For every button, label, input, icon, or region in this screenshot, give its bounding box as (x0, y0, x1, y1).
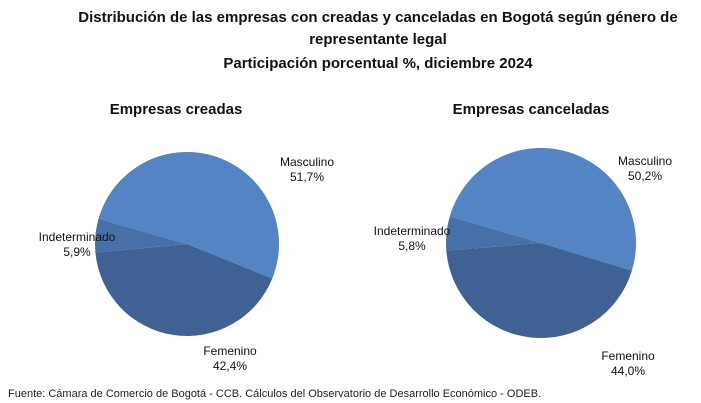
slice-label: Indeterminado (374, 224, 451, 238)
title-line: Distribución de las empresas con creadas… (78, 9, 677, 26)
title-line: representante legal (309, 31, 447, 48)
pie-title: Empresas creadas (110, 101, 243, 118)
value-label: 5,9% (63, 245, 91, 259)
pie-slice (98, 151, 280, 279)
slice-label: Femenino (601, 349, 655, 363)
pie-slice (446, 216, 541, 251)
pie-title: Empresas canceladas (453, 101, 610, 118)
source: Fuente: Cámara de Comercio de Bogotá - C… (8, 388, 541, 400)
title-line: Participación porcentual %, diciembre 20… (223, 55, 533, 72)
pie-slice (446, 243, 632, 338)
value-label: 44,0% (611, 364, 645, 378)
value-label: 51,7% (290, 170, 324, 184)
pie-slice (449, 147, 637, 271)
pie-slice (95, 244, 273, 336)
slice-label: Masculino (280, 155, 334, 169)
value-label: 42,4% (213, 359, 247, 373)
value-label: 5,8% (398, 239, 426, 253)
value-label: 50,2% (628, 169, 662, 183)
slice-label: Masculino (618, 154, 672, 168)
pie-slice (95, 218, 187, 253)
slice-label: Indeterminado (39, 230, 116, 244)
slice-label: Femenino (203, 344, 257, 358)
